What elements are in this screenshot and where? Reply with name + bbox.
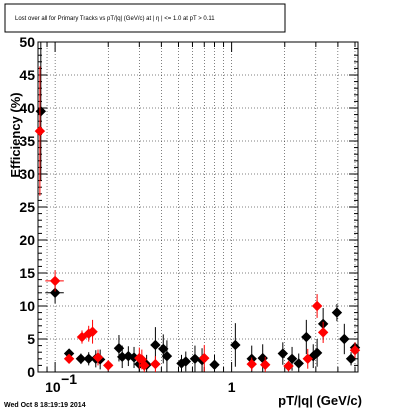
data-point xyxy=(150,339,161,351)
data-point xyxy=(246,358,257,370)
data-point xyxy=(180,356,191,367)
y-tick-label: 20 xyxy=(19,232,35,248)
x-tick-label-1: 1 xyxy=(228,379,236,395)
y-tick-label: 25 xyxy=(19,199,35,215)
data-point xyxy=(331,307,343,318)
data-point xyxy=(260,359,271,370)
data-point xyxy=(209,359,220,370)
data-point xyxy=(49,287,61,299)
x-tick-label-0p1: 10 xyxy=(45,379,61,395)
timestamp: Wed Oct 8 18:19:19 2014 xyxy=(4,402,86,409)
data-point xyxy=(301,331,312,343)
data-point xyxy=(199,352,210,364)
y-axis-title: Efficiency (%) xyxy=(8,92,23,177)
data-point xyxy=(311,347,323,359)
data-point xyxy=(76,331,88,343)
data-point xyxy=(189,353,201,365)
data-point xyxy=(345,353,357,365)
data-point xyxy=(302,353,313,365)
y-tick-label: 40 xyxy=(19,100,35,116)
y-tick-label: 5 xyxy=(27,331,35,347)
data-points xyxy=(34,42,361,372)
y-axis-ticks: 0 5 10 15 20 25 30 35 40 45 50 xyxy=(19,34,358,380)
data-point xyxy=(286,353,298,365)
y-tick-label: 15 xyxy=(19,265,35,281)
data-point xyxy=(230,339,241,351)
x-axis-title: pT/|q| (GeV/c) xyxy=(278,393,362,408)
data-point xyxy=(34,125,46,137)
data-point xyxy=(283,360,294,372)
data-point xyxy=(311,300,323,312)
data-point xyxy=(63,353,75,365)
y-tick-label: 30 xyxy=(19,166,35,182)
x-tick-label-exponent: −1 xyxy=(61,371,77,387)
data-point xyxy=(92,352,104,363)
data-point xyxy=(83,353,94,365)
data-point xyxy=(293,358,304,369)
data-point xyxy=(49,275,61,287)
data-point xyxy=(317,327,329,338)
y-tick-label: 10 xyxy=(19,298,35,314)
data-point xyxy=(349,345,361,356)
data-point xyxy=(35,106,47,117)
data-point xyxy=(139,360,150,371)
grid-lines xyxy=(37,42,358,372)
y-tick-label: 35 xyxy=(19,133,35,149)
data-point xyxy=(103,360,114,371)
data-point xyxy=(87,326,98,337)
chart-title: Lost over all for Primary Tracks vs pT/|… xyxy=(15,16,215,22)
data-point xyxy=(150,358,161,370)
y-tick-label: 50 xyxy=(19,34,35,50)
x-axis-ticks: 10 −1 1 xyxy=(37,42,356,395)
data-point xyxy=(158,343,169,355)
data-point xyxy=(161,350,173,362)
data-point xyxy=(75,353,87,365)
data-point xyxy=(277,348,289,359)
data-point xyxy=(339,333,350,345)
y-tick-label: 45 xyxy=(19,67,35,83)
title-box xyxy=(4,3,286,33)
y-tick-label: 0 xyxy=(27,364,35,380)
